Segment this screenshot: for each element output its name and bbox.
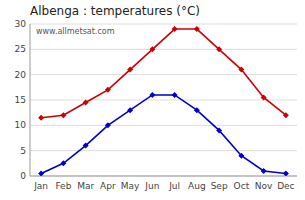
x-tick-label: Jun [144,181,159,191]
point-marker [261,94,267,100]
point-marker [83,100,89,106]
y-tick-label: 0 [20,171,26,181]
point-marker [216,46,222,52]
grid-line [30,176,297,177]
series-line [41,95,286,174]
point-marker [194,26,200,32]
y-axis [30,24,31,176]
chart-svg: Albenga : temperatures (°C) 0 5 10 15 20 25 30 J… [0,0,305,200]
y-tick-label: 30 [15,19,27,29]
series-line [41,29,286,118]
point-marker [149,92,155,98]
grid-line [30,100,297,101]
marks [38,26,289,176]
point-marker [283,170,289,176]
x-tick-label: Feb [55,181,71,191]
point-marker [83,143,89,149]
point-marker [238,67,244,73]
point-marker [60,112,66,118]
point-marker [149,46,155,52]
grid-line [30,125,297,126]
x-tick-label: Jan [33,181,48,191]
point-marker [261,168,267,174]
point-marker [127,67,133,73]
point-marker [172,92,178,98]
point-marker [216,127,222,133]
y-tick-label: 15 [15,95,26,105]
y-tick-label: 20 [15,70,27,80]
point-marker [60,160,66,166]
x-tick-label: Nov [255,181,273,191]
point-marker [194,107,200,113]
point-marker [38,170,44,176]
point-marker [105,87,111,93]
grid [30,24,297,176]
grid-line [30,74,297,75]
point-marker [172,26,178,32]
chart-container: Albenga : temperatures (°C) 0 5 10 15 20 25 30 J… [0,0,305,200]
x-tick-label: May [121,181,140,191]
grid-line [30,150,297,151]
x-tick-label: Mar [77,181,94,191]
y-tick-label: 25 [15,44,26,54]
y-tick-label: 5 [20,146,26,156]
point-marker [105,122,111,128]
x-tick-label: Jul [168,181,180,191]
grid-line [30,24,297,25]
point-marker [238,153,244,159]
point-marker [283,112,289,118]
x-tick-label: Apr [100,181,116,191]
x-tick-label: Dec [277,181,294,191]
x-tick-label: Sep [211,181,228,191]
grid-line [30,49,297,50]
y-tick-label: 10 [15,120,27,130]
x-tick-label: Aug [188,181,206,191]
x-axis [30,176,297,177]
x-tick-label: Oct [234,181,250,191]
watermark: www.allmetsat.com [36,27,115,36]
point-marker [127,107,133,113]
point-marker [38,115,44,121]
title: Albenga : temperatures (°C) [30,4,200,18]
